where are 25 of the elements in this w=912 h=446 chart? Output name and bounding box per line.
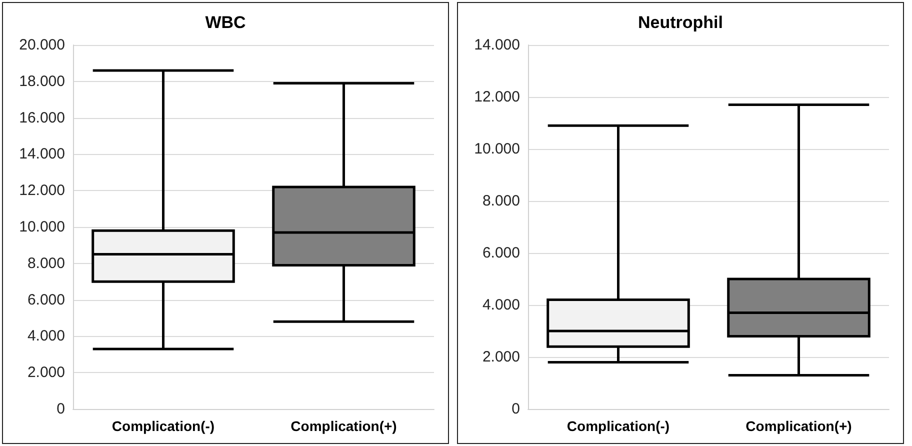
- y-tick-label: 14.000: [19, 146, 65, 163]
- y-tick-label: 12.000: [19, 182, 65, 200]
- y-tick-label: 16.000: [19, 109, 65, 126]
- y-tick-label: 20.000: [19, 36, 65, 54]
- x-tick-label: Complication(+): [290, 418, 397, 434]
- y-tick-label: 4.000: [27, 328, 65, 345]
- x-tick-label: Complication(+): [746, 418, 852, 434]
- y-tick-label: 14.000: [474, 36, 520, 54]
- y-tick-label: 4.000: [482, 296, 520, 314]
- y-tick-label: 0: [512, 400, 520, 418]
- y-tick-label: 0: [56, 400, 65, 418]
- y-tick-label: 10.000: [474, 140, 520, 158]
- y-tick-label: 18.000: [19, 72, 65, 90]
- y-tick-label: 2.000: [27, 364, 65, 382]
- y-tick-label: 8.000: [27, 254, 65, 272]
- chart-title: Neutrophil: [638, 13, 723, 32]
- chart-title: WBC: [205, 13, 246, 32]
- x-tick-label: Complication(-): [112, 418, 215, 434]
- y-tick-label: 2.000: [482, 348, 520, 366]
- y-tick-label: 10.000: [19, 218, 65, 236]
- y-tick-label: 8.000: [482, 192, 520, 210]
- y-tick-label: 12.000: [474, 88, 520, 106]
- y-tick-label: 6.000: [482, 244, 520, 262]
- x-tick-label: Complication(-): [566, 418, 670, 434]
- y-tick-label: 6.000: [27, 291, 65, 308]
